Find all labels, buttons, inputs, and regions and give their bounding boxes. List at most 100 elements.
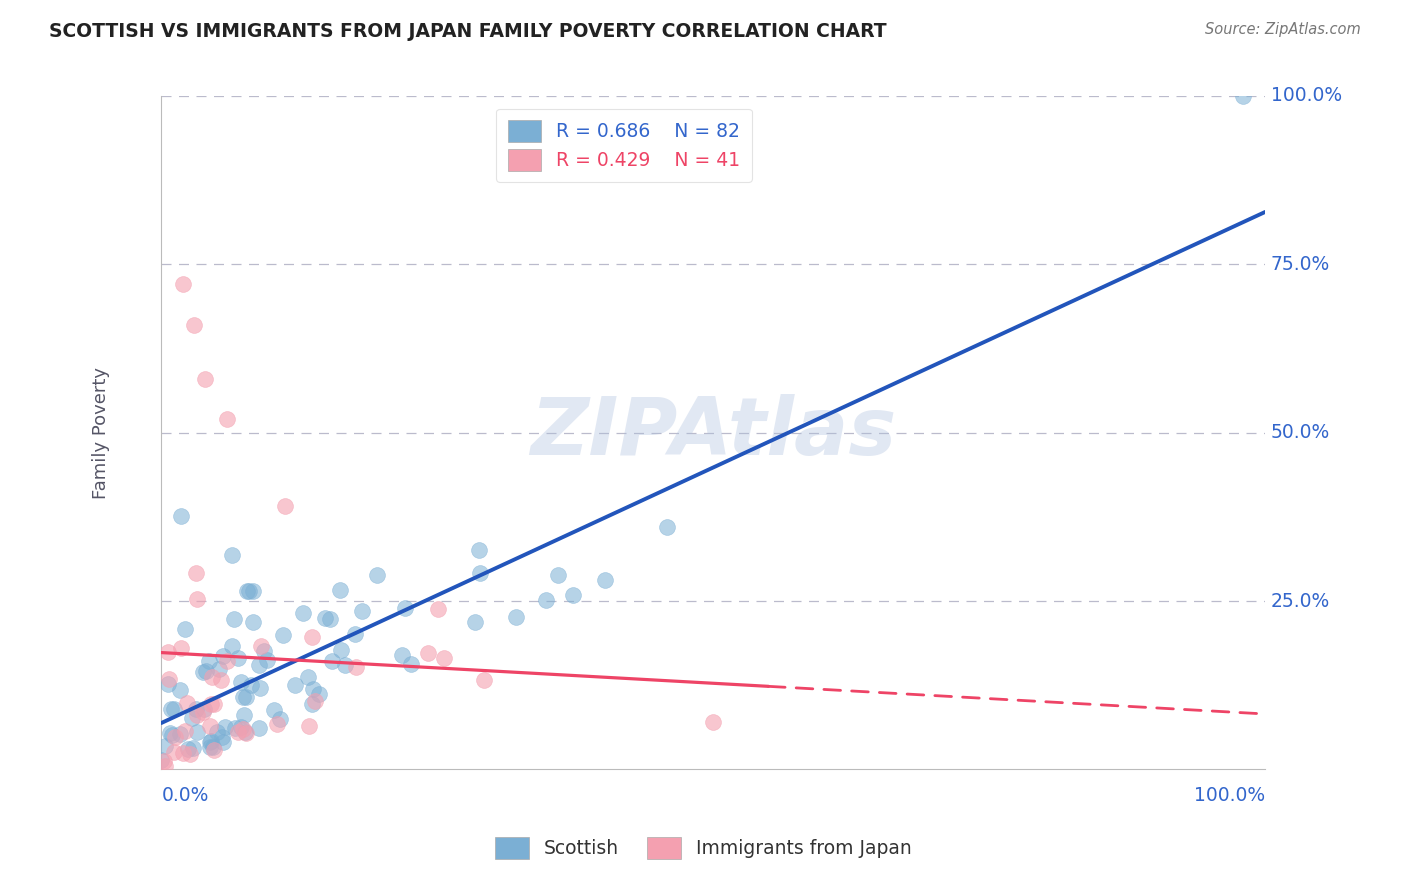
Point [235,690,257,704]
Point [256,653,278,667]
Point [399,657,422,671]
Text: 0.0%: 0.0% [162,787,208,805]
Point [186,592,208,607]
Point [160,728,183,742]
Point [226,724,249,739]
Point [231,720,253,734]
Point [172,277,194,292]
Point [211,735,233,749]
Point [242,584,264,599]
Point [239,678,262,692]
Point [209,673,232,687]
Point [224,721,246,735]
Point [250,639,273,653]
Point [283,677,305,691]
Point [242,615,264,629]
Point [253,644,276,658]
Point [249,681,271,696]
Point [150,753,173,767]
Point [214,720,236,734]
Point [1232,88,1254,103]
Point [308,687,330,701]
Point [172,746,194,760]
Point [547,568,569,582]
Point [159,672,181,686]
Point [391,648,413,663]
Point [271,628,294,642]
Point [468,543,491,558]
Point [165,730,187,744]
Text: 100.0%: 100.0% [1194,787,1265,805]
Point [204,698,226,712]
Point [505,610,527,624]
Point [179,747,201,761]
Point [217,412,239,426]
Point [292,606,315,620]
Point [233,724,256,739]
Point [202,740,225,755]
Point [235,725,257,739]
Point [247,657,270,672]
Point [302,682,325,697]
Point [174,622,197,636]
Point [702,715,724,730]
Point [201,669,224,683]
Point [562,588,585,602]
Text: SCOTTISH VS IMMIGRANTS FROM JAPAN FAMILY POVERTY CORRELATION CHART: SCOTTISH VS IMMIGRANTS FROM JAPAN FAMILY… [49,22,887,41]
Point [186,566,208,580]
Point [593,574,616,588]
Point [468,566,491,580]
Point [153,759,176,773]
Point [193,705,215,719]
Text: 50.0%: 50.0% [1271,423,1330,442]
Point [273,499,295,513]
Point [194,372,217,386]
Point [153,739,176,753]
Text: 75.0%: 75.0% [1271,255,1330,274]
Point [153,754,176,768]
Point [329,642,352,657]
Point [236,584,259,599]
Point [321,654,343,668]
Point [195,664,218,678]
Point [169,727,191,741]
Point [183,318,205,332]
Point [269,712,291,726]
Point [217,654,239,668]
Point [159,726,181,740]
Point [229,675,252,690]
Point [232,707,254,722]
Point [427,602,450,616]
Point [184,702,207,716]
Point [318,612,340,626]
Point [221,548,243,562]
Point [197,654,219,668]
Point [169,683,191,698]
Point [231,722,253,736]
Point [226,651,249,665]
Point [181,741,204,756]
Point [212,648,235,663]
Point [655,520,678,534]
Point [297,670,319,684]
Point [169,640,191,655]
Point [193,702,215,716]
Point [208,662,231,676]
Point [163,745,186,759]
Point [344,627,367,641]
Point [238,584,260,599]
Point [350,604,373,618]
Point [198,719,221,733]
Point [157,645,180,659]
Point [304,694,326,708]
Point [173,724,195,739]
Point [329,582,352,597]
Point [200,739,222,754]
Point [160,702,183,716]
Point [433,651,456,665]
Point [266,716,288,731]
Point [186,725,208,739]
Point [176,742,198,756]
Point [205,725,228,739]
Point [416,646,439,660]
